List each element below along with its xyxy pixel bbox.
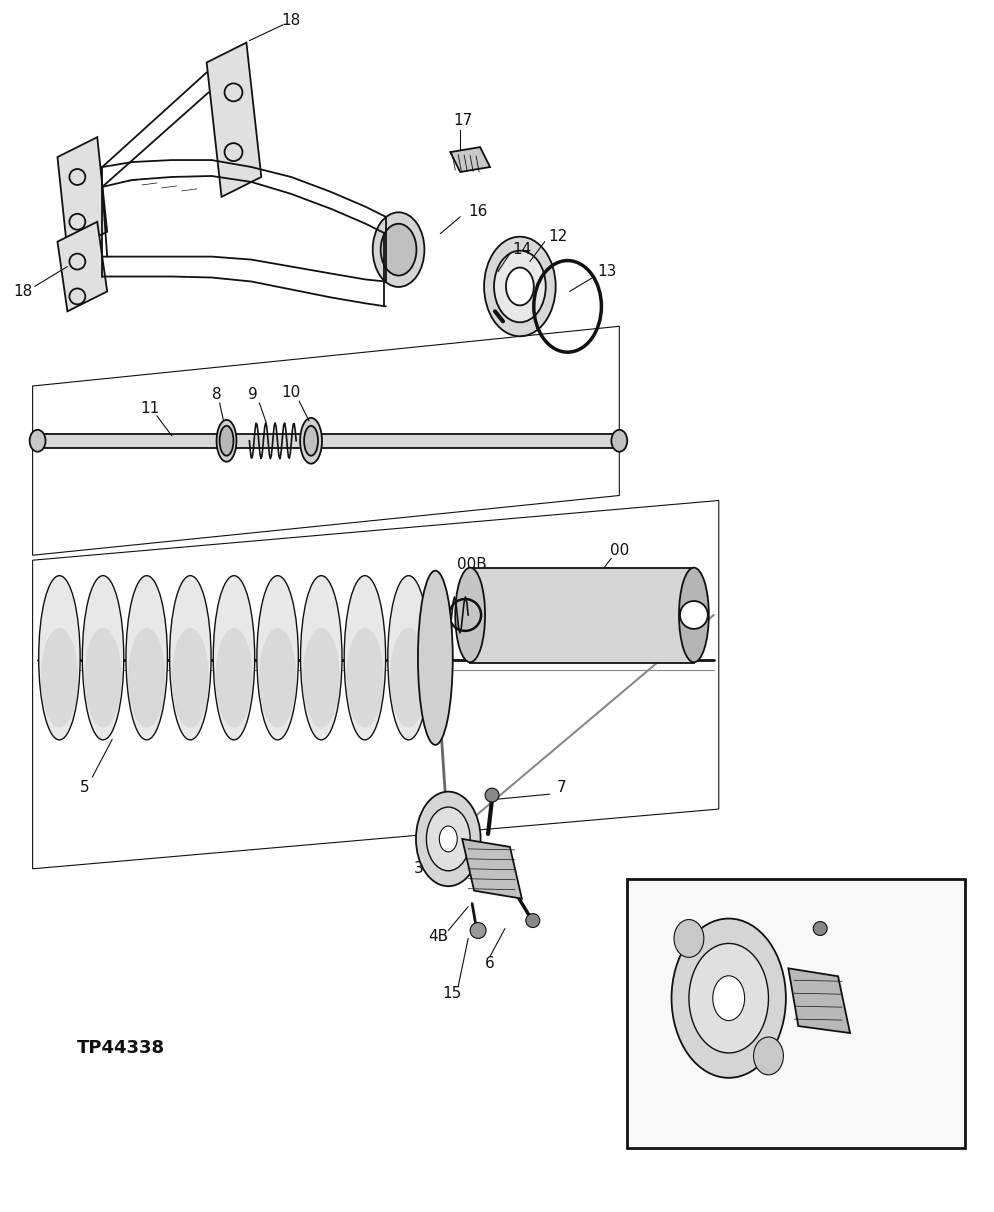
Ellipse shape (83, 576, 123, 739)
Ellipse shape (300, 576, 342, 739)
Ellipse shape (128, 628, 165, 727)
Ellipse shape (417, 571, 452, 745)
Text: 10: 10 (281, 385, 300, 400)
Text: 8: 8 (212, 388, 222, 402)
Text: 6: 6 (854, 1098, 864, 1113)
Bar (470, 568, 693, 663)
Text: 7: 7 (860, 911, 870, 926)
Ellipse shape (169, 576, 211, 739)
Text: 5: 5 (80, 779, 89, 795)
Text: 7: 7 (557, 779, 566, 795)
Ellipse shape (455, 567, 485, 662)
Ellipse shape (256, 576, 298, 739)
Circle shape (485, 788, 498, 802)
Polygon shape (58, 222, 107, 311)
Ellipse shape (505, 268, 533, 305)
Text: 16: 16 (468, 205, 487, 219)
Text: 4A: 4A (728, 890, 747, 904)
Bar (626, 879, 964, 1148)
Ellipse shape (126, 576, 167, 739)
Circle shape (679, 601, 707, 629)
Ellipse shape (220, 425, 234, 456)
Ellipse shape (304, 425, 318, 456)
Text: 4B: 4B (427, 928, 448, 944)
Ellipse shape (84, 628, 121, 727)
Text: 9: 9 (248, 388, 258, 402)
Text: 18: 18 (281, 13, 300, 28)
Text: 11: 11 (140, 401, 159, 417)
Ellipse shape (217, 419, 237, 462)
Ellipse shape (610, 430, 626, 452)
Ellipse shape (39, 576, 81, 739)
Polygon shape (450, 147, 490, 172)
Ellipse shape (494, 251, 545, 322)
Ellipse shape (671, 919, 785, 1077)
Ellipse shape (30, 430, 46, 452)
Text: TP44338: TP44338 (78, 1039, 165, 1057)
Circle shape (525, 914, 539, 927)
Ellipse shape (41, 628, 78, 727)
Ellipse shape (213, 576, 254, 739)
Ellipse shape (688, 943, 767, 1053)
Ellipse shape (302, 628, 340, 727)
Ellipse shape (678, 567, 708, 662)
Circle shape (470, 922, 486, 938)
Ellipse shape (673, 920, 703, 957)
Text: 14: 14 (512, 242, 531, 257)
Ellipse shape (344, 576, 386, 739)
Ellipse shape (415, 791, 480, 886)
Ellipse shape (390, 628, 426, 727)
Text: 6: 6 (485, 956, 494, 971)
Circle shape (812, 921, 826, 936)
Ellipse shape (216, 628, 252, 727)
Bar (38, 434, 618, 447)
Text: 15: 15 (442, 985, 461, 1001)
Text: 13: 13 (597, 264, 616, 279)
Text: 3: 3 (414, 862, 422, 876)
Ellipse shape (439, 827, 457, 852)
Ellipse shape (752, 1037, 782, 1075)
Ellipse shape (373, 212, 424, 287)
Ellipse shape (258, 628, 296, 727)
Ellipse shape (712, 976, 744, 1021)
Text: 00C: 00C (476, 584, 507, 600)
Text: 17: 17 (453, 113, 472, 127)
Ellipse shape (346, 628, 383, 727)
Ellipse shape (484, 236, 555, 336)
Text: 00B: 00B (457, 556, 486, 572)
Polygon shape (787, 968, 849, 1033)
Polygon shape (207, 42, 261, 196)
Ellipse shape (172, 628, 209, 727)
Text: 00A: 00A (678, 584, 708, 600)
Text: 12: 12 (548, 229, 567, 244)
Ellipse shape (381, 224, 416, 275)
Polygon shape (462, 839, 521, 898)
Polygon shape (58, 137, 107, 252)
Ellipse shape (426, 807, 470, 870)
Text: 00: 00 (609, 543, 628, 558)
Text: 18: 18 (13, 284, 32, 299)
Ellipse shape (388, 576, 428, 739)
Ellipse shape (300, 418, 322, 464)
